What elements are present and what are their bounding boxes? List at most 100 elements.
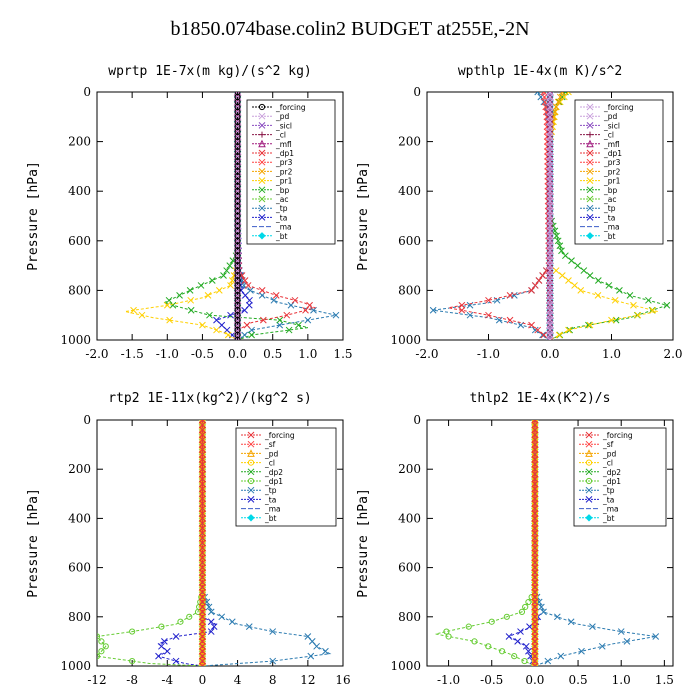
marker_dp1 xyxy=(498,648,506,655)
marker_pr1 xyxy=(204,292,212,299)
marker_forcing xyxy=(199,652,206,660)
marker_forcing xyxy=(546,316,554,324)
marker_forcing xyxy=(531,446,539,453)
legend-marker_ta xyxy=(258,214,266,221)
legend-marker_sicl xyxy=(586,122,594,129)
x-tick-label: 4 xyxy=(234,673,242,687)
marker_forcing xyxy=(531,539,539,547)
marker_forcing xyxy=(531,662,539,666)
marker_forcing xyxy=(199,647,206,655)
marker_ta xyxy=(163,647,171,655)
legend-box xyxy=(235,427,337,527)
marker_dp1 xyxy=(445,633,452,640)
marker_forcing xyxy=(199,480,206,488)
legend-marker_cl xyxy=(587,131,593,138)
legend-label_dp2: _dp2 xyxy=(264,468,283,477)
legend-label_bt: _bt xyxy=(603,232,616,241)
marker_bp xyxy=(554,237,562,245)
x-tick-label: -1.0 xyxy=(156,347,179,361)
legend-label_forcing: _forcing xyxy=(275,103,306,112)
marker_bp xyxy=(580,267,588,274)
legend-label_pr3: _pr3 xyxy=(603,158,621,167)
marker_forcing xyxy=(546,272,554,279)
marker_forcing xyxy=(531,638,539,645)
legend-label_mfl: _mfl xyxy=(275,140,292,149)
legend-marker_bt xyxy=(585,514,593,522)
legend-marker_bp xyxy=(586,186,594,194)
marker_pr1 xyxy=(166,316,173,324)
marker_forcing xyxy=(199,505,206,512)
marker_forcing xyxy=(546,187,554,195)
marker_forcing xyxy=(199,559,206,567)
x-tick-label: -0.5 xyxy=(191,347,214,361)
legend-marker_forcing xyxy=(247,431,255,439)
marker_forcing xyxy=(546,202,554,210)
marker_bp xyxy=(562,252,569,260)
marker_forcing xyxy=(546,93,554,101)
marker_forcing xyxy=(199,588,206,596)
marker_pr1 xyxy=(227,282,234,289)
marker_dp1 xyxy=(539,272,546,279)
marker_forcing xyxy=(531,420,539,424)
legend-label_pr1: _pr1 xyxy=(275,177,293,186)
marker_pr1 xyxy=(130,306,137,314)
marker_forcing xyxy=(531,421,539,429)
y-tick-label: 1000 xyxy=(60,333,91,347)
x-tick-label: -1.0 xyxy=(437,673,460,687)
marker_forcing xyxy=(546,197,554,205)
marker_forcing xyxy=(531,515,539,522)
marker_bp xyxy=(248,331,255,339)
marker_forcing xyxy=(199,446,206,453)
marker_forcing xyxy=(531,510,539,517)
marker_dp1 xyxy=(98,638,105,645)
legend: _forcing_pd_sicl_cl_mfl_dp1_pr3_pr2_pr1_… xyxy=(574,99,664,245)
marker_tp xyxy=(531,326,539,334)
x-tick-label: -1.0 xyxy=(477,347,500,361)
marker_forcing xyxy=(531,569,539,576)
marker_dp1 xyxy=(97,653,101,660)
marker_forcing xyxy=(199,603,206,611)
marker_forcing xyxy=(199,549,206,557)
marker_dp1 xyxy=(535,277,543,284)
y-tick-label: 1000 xyxy=(390,333,421,347)
marker_ta xyxy=(517,628,524,635)
legend-marker_cl xyxy=(585,459,593,466)
y-tick-label: 600 xyxy=(68,234,91,248)
y-tick-label: 600 xyxy=(68,561,91,575)
legend-label_ma: _ma xyxy=(275,223,292,232)
legend-marker_pd xyxy=(247,449,255,457)
marker_dp1 xyxy=(98,648,105,655)
marker_dp1 xyxy=(506,316,514,324)
legend-label_tp: _tp xyxy=(603,204,616,213)
marker_pr1 xyxy=(163,301,171,309)
x-tick-label: -4 xyxy=(161,673,173,687)
marker_tp xyxy=(205,603,213,611)
legend-label_forcing: _forcing xyxy=(602,431,633,440)
marker_bp xyxy=(605,282,613,289)
marker_pr1 xyxy=(213,326,220,334)
y-tick-label: 200 xyxy=(398,462,421,476)
legend-label_ac: _ac xyxy=(275,195,288,204)
marker_forcing xyxy=(531,647,539,655)
marker_forcing xyxy=(546,113,554,121)
legend-label_mfl: _mfl xyxy=(603,140,620,149)
legend-marker_dp1 xyxy=(585,477,593,485)
marker_forcing xyxy=(199,598,206,606)
marker_dp1 xyxy=(258,287,266,294)
x-tick-label: -12 xyxy=(87,673,106,687)
marker_forcing xyxy=(531,475,539,483)
marker_dp1 xyxy=(243,321,251,329)
marker_tp xyxy=(245,623,253,630)
legend-label_pr1: _pr1 xyxy=(603,177,621,186)
marker_tp xyxy=(269,628,277,635)
y-tick-label: 600 xyxy=(398,561,421,575)
marker_tp xyxy=(228,618,236,626)
marker_dp1 xyxy=(525,598,532,606)
legend-label_ta: _ta xyxy=(602,495,614,504)
marker_tp xyxy=(652,633,660,640)
marker_bp xyxy=(585,321,592,329)
marker_dp1 xyxy=(522,603,529,611)
marker_forcing xyxy=(199,495,206,503)
y-tick-label: 800 xyxy=(68,283,91,297)
marker_forcing xyxy=(199,421,206,429)
